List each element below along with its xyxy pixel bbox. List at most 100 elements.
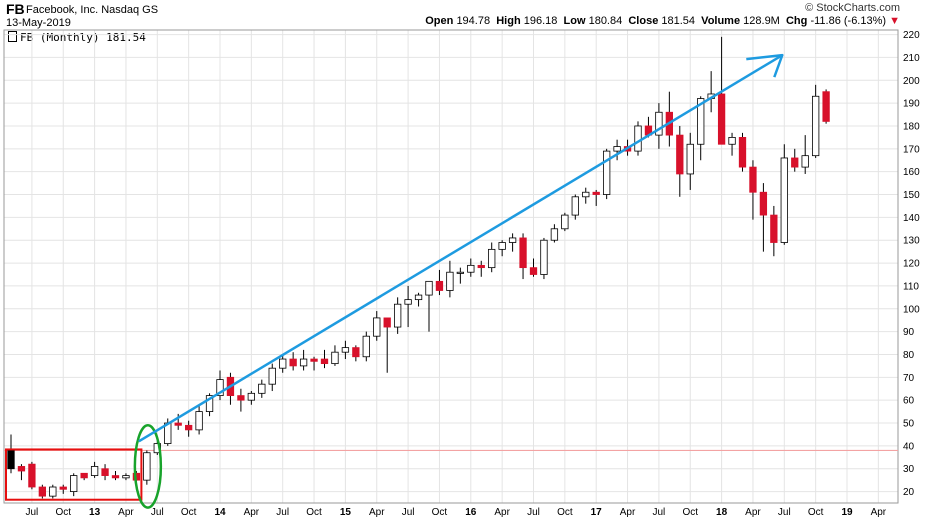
chart-date: 13-May-2019 <box>6 17 71 29</box>
x-tick-label: Apr <box>118 507 134 518</box>
open-label: Open <box>425 15 454 27</box>
candle-body <box>508 237 517 243</box>
candle-body <box>550 228 559 241</box>
ticker-symbol: FB <box>6 1 25 17</box>
candle-body <box>488 248 496 269</box>
down-triangle-icon: ▼ <box>889 15 900 27</box>
x-tick-label: Apr <box>871 507 887 518</box>
candle-body <box>414 294 423 301</box>
plot-frame <box>3 29 899 504</box>
candle-body <box>435 280 444 291</box>
candle-body <box>174 422 182 426</box>
trend-arrow-line <box>138 54 783 443</box>
candle-body <box>101 468 109 476</box>
x-tick-label: Apr <box>745 507 761 518</box>
candle-body <box>477 264 485 269</box>
candle-body <box>561 214 569 230</box>
candle-body <box>780 157 788 243</box>
x-tick-label: 15 <box>340 507 352 518</box>
x-tick-label: Oct <box>181 507 197 518</box>
candle-body <box>49 486 57 497</box>
candle-body <box>529 267 538 275</box>
candle-body <box>759 191 768 216</box>
candle-body <box>812 95 820 157</box>
candle-body <box>655 111 663 136</box>
x-tick-label: Jul <box>527 507 540 518</box>
candle-body <box>331 351 339 365</box>
x-tick-label: Oct <box>55 507 71 518</box>
x-tick-label: 19 <box>841 507 853 518</box>
company-name: Facebook, Inc. Nasdaq GS <box>26 4 159 16</box>
candle-body <box>184 424 193 431</box>
candle-body <box>38 486 46 497</box>
x-tick-label: Jul <box>26 507 39 518</box>
candle-body <box>70 475 78 492</box>
candle-body <box>352 347 360 358</box>
y-tick-label: 220 <box>903 30 920 41</box>
x-tick-label: Oct <box>557 507 573 518</box>
y-tick-label: 160 <box>903 167 920 178</box>
y-tick-label: 40 <box>903 441 915 452</box>
candle-body <box>289 358 297 367</box>
candle-body <box>519 237 527 269</box>
x-tick-label: 16 <box>465 507 477 518</box>
y-tick-label: 190 <box>903 99 920 110</box>
consolidation-box <box>5 448 143 501</box>
brand-label: © StockCharts.com <box>805 2 900 14</box>
candle-body <box>310 358 318 362</box>
chg-value: -11.86 (-6.13%) <box>810 15 887 27</box>
y-tick-label: 130 <box>903 236 920 247</box>
y-tick-label: 120 <box>903 259 920 270</box>
candle-body <box>728 136 736 145</box>
y-tick-label: 20 <box>903 487 915 498</box>
x-tick-label: Jul <box>653 507 666 518</box>
candle-body <box>540 239 548 275</box>
candle-body <box>373 317 381 337</box>
x-tick-label: Jul <box>778 507 791 518</box>
candle-body <box>268 367 276 385</box>
candle-body <box>770 214 778 243</box>
x-tick-label: 17 <box>591 507 603 518</box>
y-tick-label: 80 <box>903 350 915 361</box>
y-tick-label: 200 <box>903 76 920 87</box>
candle-body <box>205 395 214 412</box>
y-tick-label: 100 <box>903 304 920 315</box>
candle-body <box>299 358 308 367</box>
y-tick-label: 210 <box>903 53 920 64</box>
candle-body <box>582 191 590 198</box>
candle-body <box>17 466 26 472</box>
x-tick-label: Oct <box>682 507 698 518</box>
y-tick-label: 110 <box>903 281 919 292</box>
candle-body <box>571 196 579 216</box>
trend-arrow-head <box>746 53 784 78</box>
low-label: Low <box>563 15 586 27</box>
x-tick-label: 13 <box>89 507 101 518</box>
y-tick-label: 170 <box>903 144 920 155</box>
candle-body <box>686 143 694 175</box>
candle-body <box>603 150 611 195</box>
x-tick-label: 18 <box>716 507 728 518</box>
candle-body <box>749 166 757 193</box>
candle-body <box>362 335 370 358</box>
candle-body <box>122 475 130 479</box>
candle-body <box>341 347 350 353</box>
candle-body <box>801 155 809 168</box>
x-tick-label: Apr <box>494 507 510 518</box>
ohlc-readout: Open 194.78 High 196.18 Low 180.84 Close… <box>425 15 900 27</box>
close-value: 181.54 <box>661 15 696 27</box>
candle-legend-icon <box>8 31 17 42</box>
x-tick-label: Apr <box>620 507 636 518</box>
candle-body <box>676 134 684 175</box>
candle-body <box>717 93 726 145</box>
candle-body <box>258 383 266 394</box>
high-value: 196.18 <box>523 15 558 27</box>
candle-body <box>7 450 15 470</box>
candle-body <box>467 264 475 273</box>
candle-body <box>613 146 621 152</box>
candle-body <box>822 91 830 122</box>
y-tick-label: 50 <box>903 419 915 430</box>
x-tick-label: Jul <box>151 507 164 518</box>
x-tick-label: Apr <box>244 507 260 518</box>
y-tick-label: 150 <box>903 190 920 201</box>
low-value: 180.84 <box>588 15 623 27</box>
